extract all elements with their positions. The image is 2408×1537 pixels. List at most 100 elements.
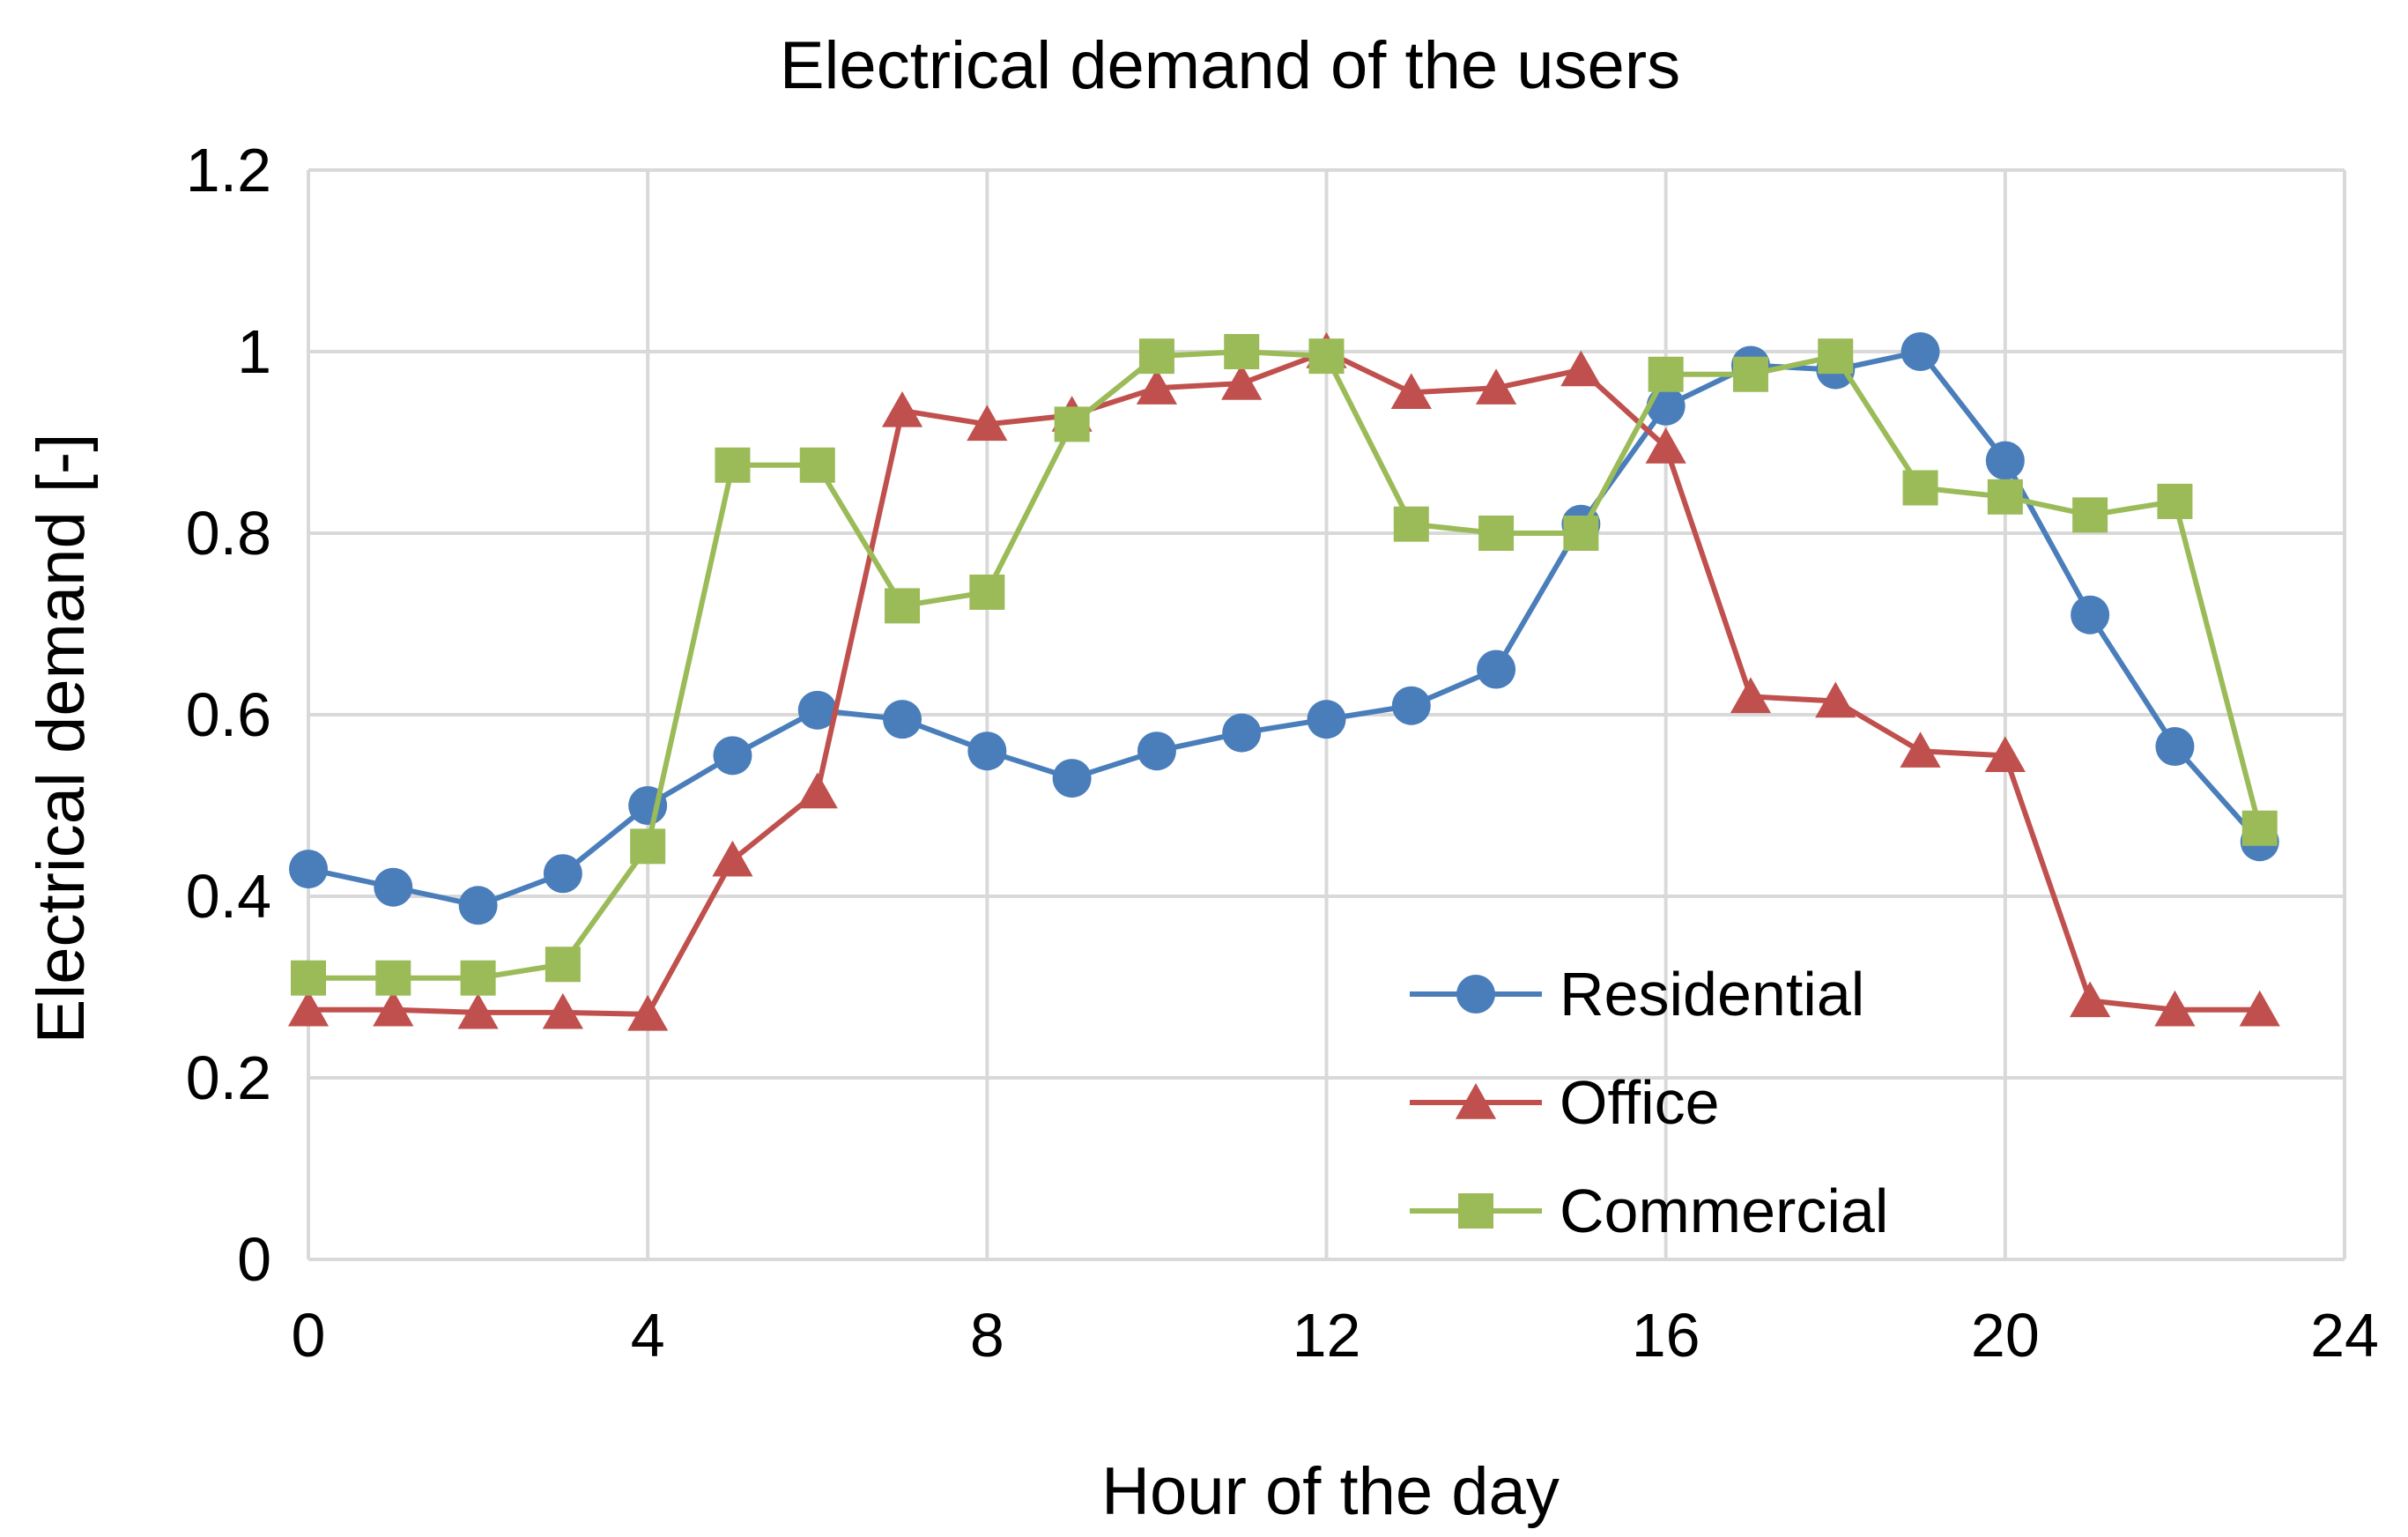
data-point-office — [627, 994, 669, 1031]
data-point-residential — [1222, 713, 1262, 753]
y-tick-label: 1 — [237, 317, 271, 386]
x-tick-label: 0 — [292, 1301, 326, 1370]
data-point-commercial — [1818, 338, 1854, 375]
data-point-residential — [1985, 441, 2025, 480]
data-point-commercial — [1987, 479, 2023, 515]
data-point-commercial — [1648, 356, 1684, 392]
legend-marker — [1455, 1083, 1497, 1119]
data-point-office — [373, 990, 414, 1027]
legend-item-commercial: Commercial — [1410, 1177, 1888, 1245]
data-point-residential — [1391, 686, 1431, 725]
data-point-office — [1221, 364, 1263, 400]
data-point-commercial — [1308, 338, 1345, 375]
legend-item-office: Office — [1410, 1068, 1720, 1137]
x-tick-label: 4 — [631, 1301, 665, 1370]
data-point-residential — [1137, 731, 1176, 771]
data-point-commercial — [291, 960, 326, 996]
data-point-residential — [713, 736, 752, 776]
data-point-commercial — [1054, 406, 1090, 442]
data-point-office — [1136, 368, 1178, 405]
data-point-commercial — [799, 447, 835, 483]
data-point-commercial — [2072, 497, 2108, 533]
data-point-commercial — [375, 960, 411, 996]
data-point-office — [287, 990, 330, 1027]
data-point-commercial — [715, 447, 751, 483]
series-residential — [289, 332, 2279, 925]
data-point-commercial — [630, 828, 666, 865]
data-point-residential — [1307, 700, 1346, 739]
data-point-commercial — [545, 947, 581, 983]
data-point-residential — [374, 867, 413, 907]
legend-label: Commercial — [1560, 1177, 1888, 1245]
data-point-residential — [967, 731, 1007, 771]
data-point-residential — [543, 854, 582, 894]
x-tick-label: 8 — [970, 1301, 1004, 1370]
series-group — [287, 332, 2280, 1031]
data-point-office — [2239, 990, 2280, 1027]
data-point-office — [967, 405, 1008, 442]
y-tick-label: 0.4 — [186, 862, 271, 931]
y-tick-label: 1.2 — [186, 136, 271, 204]
axes: 0 0.2 0.4 0.6 0.8 1 1.2 0 4 8 12 16 20 24 — [186, 136, 2379, 1370]
chart-title: Electrical demand of the users — [780, 28, 1680, 103]
x-tick-label: 12 — [1293, 1301, 1361, 1370]
data-point-residential — [797, 690, 837, 730]
data-point-office — [1730, 677, 1772, 714]
data-point-office — [712, 840, 753, 877]
x-axis-title: Hour of the day — [1101, 1454, 1560, 1529]
data-point-residential — [1900, 332, 1940, 371]
data-point-office — [1984, 736, 2026, 773]
data-point-residential — [2071, 595, 2110, 635]
series-line-office — [308, 349, 2260, 1017]
legend: Residential Office Commercial — [1410, 960, 1888, 1245]
data-point-commercial — [1138, 338, 1174, 375]
data-point-residential — [1052, 759, 1092, 798]
data-point-residential — [2155, 727, 2195, 767]
data-point-office — [881, 390, 923, 427]
data-point-office — [796, 772, 838, 809]
legend-marker — [1456, 975, 1495, 1014]
data-point-residential — [883, 700, 922, 739]
y-tick-label: 0 — [237, 1225, 271, 1294]
series-line-residential — [307, 349, 2262, 909]
y-axis-title: Electrical demand [-] — [24, 434, 99, 1044]
data-point-residential — [1646, 386, 1686, 426]
legend-label: Office — [1560, 1068, 1720, 1137]
data-point-commercial — [460, 960, 496, 996]
data-point-commercial — [969, 574, 1005, 610]
x-tick-label: 16 — [1632, 1301, 1700, 1370]
x-tick-label: 20 — [1971, 1301, 2040, 1370]
y-tick-label: 0.2 — [186, 1043, 271, 1112]
data-point-residential — [458, 886, 498, 925]
data-point-commercial — [1902, 470, 1938, 506]
data-point-office — [1560, 350, 1602, 387]
x-tick-label: 24 — [2310, 1301, 2379, 1370]
series-office — [287, 332, 2280, 1031]
data-point-commercial — [2241, 810, 2278, 846]
data-point-residential — [1477, 650, 1516, 689]
data-point-office — [457, 992, 499, 1029]
data-point-commercial — [1478, 516, 1515, 551]
data-point-commercial — [2157, 483, 2193, 519]
data-point-office — [1900, 731, 1941, 768]
data-point-commercial — [1224, 334, 1260, 369]
series-line-commercial — [308, 349, 2263, 981]
legend-item-residential: Residential — [1410, 960, 1864, 1028]
data-point-commercial — [1732, 356, 1768, 392]
data-point-office — [542, 992, 583, 1029]
data-point-office — [1475, 368, 1517, 405]
data-point-commercial — [1393, 506, 1429, 542]
series-commercial — [291, 334, 2278, 996]
data-point-office — [1645, 427, 1686, 464]
y-tick-label: 0.8 — [186, 499, 271, 568]
data-point-office — [1390, 373, 1432, 410]
data-point-office — [1815, 681, 1856, 718]
data-point-commercial — [885, 588, 921, 624]
y-tick-label: 0.6 — [186, 680, 271, 749]
legend-marker — [1458, 1193, 1493, 1229]
data-point-residential — [289, 850, 328, 889]
data-point-office — [2070, 981, 2111, 1018]
legend-label: Residential — [1560, 960, 1864, 1028]
